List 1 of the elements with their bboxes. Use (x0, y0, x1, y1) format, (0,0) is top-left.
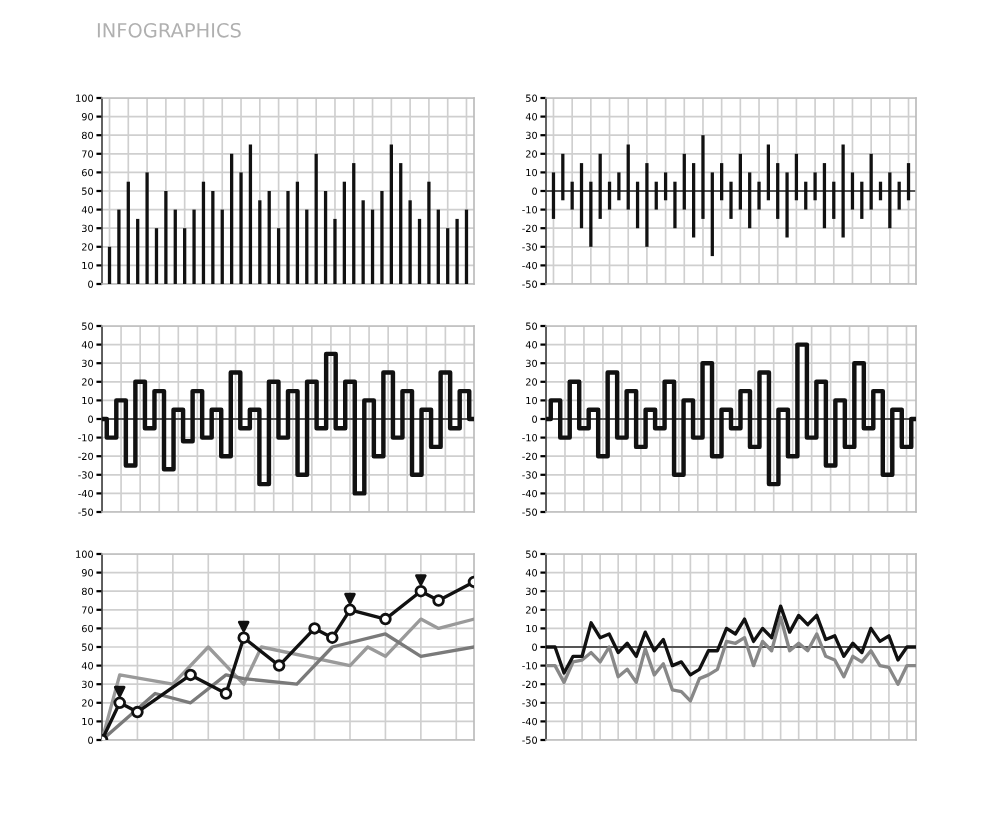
chart-title: INFOGRAPHICS (97, 22, 241, 38)
